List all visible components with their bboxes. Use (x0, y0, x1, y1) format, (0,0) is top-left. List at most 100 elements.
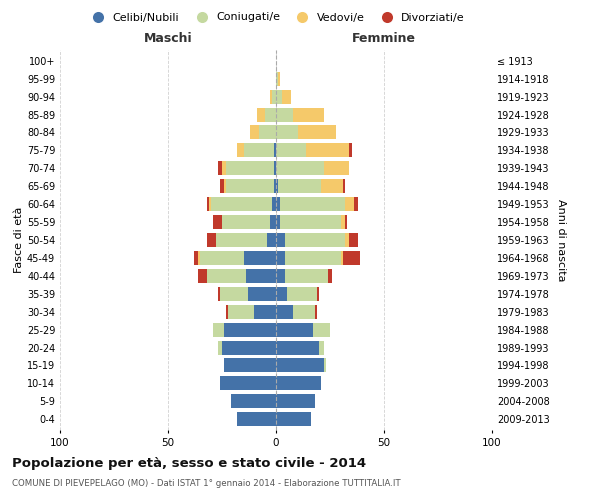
Bar (229, 304, 254, 318)
Bar (315, 304, 317, 318)
Bar (272, 90, 276, 104)
Bar (276, 162, 323, 175)
Bar (220, 376, 276, 390)
Bar (276, 251, 284, 265)
Bar (198, 251, 200, 265)
Bar (280, 197, 345, 211)
Bar (218, 340, 222, 354)
Bar (345, 215, 347, 229)
Bar (214, 215, 222, 229)
Bar (276, 394, 315, 408)
Bar (250, 126, 259, 140)
Bar (268, 233, 276, 247)
Bar (218, 287, 220, 301)
Bar (259, 126, 276, 140)
Bar (237, 412, 276, 426)
Bar (349, 144, 352, 158)
Bar (215, 233, 268, 247)
Bar (354, 197, 358, 211)
Bar (276, 197, 280, 211)
Text: Femmine: Femmine (352, 32, 416, 44)
Bar (293, 108, 323, 122)
Bar (246, 269, 276, 283)
Bar (220, 179, 224, 193)
Bar (323, 162, 349, 175)
Bar (276, 358, 323, 372)
Bar (276, 233, 284, 247)
Bar (345, 197, 354, 211)
Bar (207, 233, 215, 247)
Bar (248, 287, 276, 301)
Bar (265, 108, 276, 122)
Bar (222, 215, 269, 229)
Bar (298, 126, 337, 140)
Bar (284, 251, 341, 265)
Bar (224, 322, 276, 336)
Bar (244, 144, 274, 158)
Bar (284, 233, 345, 247)
Bar (274, 144, 276, 158)
Bar (276, 179, 278, 193)
Bar (323, 358, 326, 372)
Bar (276, 215, 280, 229)
Legend: Celibi/Nubili, Coniugati/e, Vedovi/e, Divorziati/e: Celibi/Nubili, Coniugati/e, Vedovi/e, Di… (83, 8, 469, 27)
Bar (226, 162, 274, 175)
Bar (276, 126, 298, 140)
Bar (341, 215, 345, 229)
Bar (194, 251, 198, 265)
Bar (276, 144, 306, 158)
Bar (218, 162, 222, 175)
Bar (280, 215, 341, 229)
Bar (278, 179, 322, 193)
Bar (257, 108, 265, 122)
Bar (345, 233, 349, 247)
Bar (209, 197, 211, 211)
Bar (276, 269, 284, 283)
Bar (276, 322, 313, 336)
Bar (276, 412, 311, 426)
Bar (274, 179, 276, 193)
Bar (200, 251, 244, 265)
Bar (272, 197, 276, 211)
Bar (244, 251, 276, 265)
Bar (207, 269, 246, 283)
Bar (222, 340, 276, 354)
Bar (283, 90, 291, 104)
Bar (341, 251, 343, 265)
Bar (198, 269, 207, 283)
Bar (211, 197, 272, 211)
Bar (254, 304, 276, 318)
Bar (276, 340, 319, 354)
Bar (224, 358, 276, 372)
Bar (317, 287, 319, 301)
Text: Popolazione per età, sesso e stato civile - 2014: Popolazione per età, sesso e stato civil… (12, 458, 366, 470)
Bar (276, 376, 322, 390)
Bar (349, 233, 358, 247)
Bar (322, 179, 343, 193)
Bar (237, 144, 244, 158)
Bar (269, 90, 272, 104)
Bar (214, 322, 224, 336)
Bar (226, 304, 229, 318)
Text: Maschi: Maschi (143, 32, 193, 44)
Bar (293, 304, 315, 318)
Bar (222, 162, 226, 175)
Bar (274, 162, 276, 175)
Text: COMUNE DI PIEVEPELAGO (MO) - Dati ISTAT 1° gennaio 2014 - Elaborazione TUTTITALI: COMUNE DI PIEVEPELAGO (MO) - Dati ISTAT … (12, 479, 401, 488)
Bar (207, 197, 209, 211)
Bar (220, 287, 248, 301)
Bar (306, 144, 349, 158)
Bar (313, 322, 330, 336)
Bar (328, 269, 332, 283)
Bar (269, 215, 276, 229)
Bar (230, 394, 276, 408)
Bar (276, 304, 293, 318)
Y-axis label: Anni di nascita: Anni di nascita (556, 198, 566, 281)
Bar (278, 72, 280, 86)
Bar (276, 90, 283, 104)
Bar (343, 179, 345, 193)
Bar (284, 269, 328, 283)
Bar (287, 287, 317, 301)
Bar (224, 179, 226, 193)
Bar (319, 340, 323, 354)
